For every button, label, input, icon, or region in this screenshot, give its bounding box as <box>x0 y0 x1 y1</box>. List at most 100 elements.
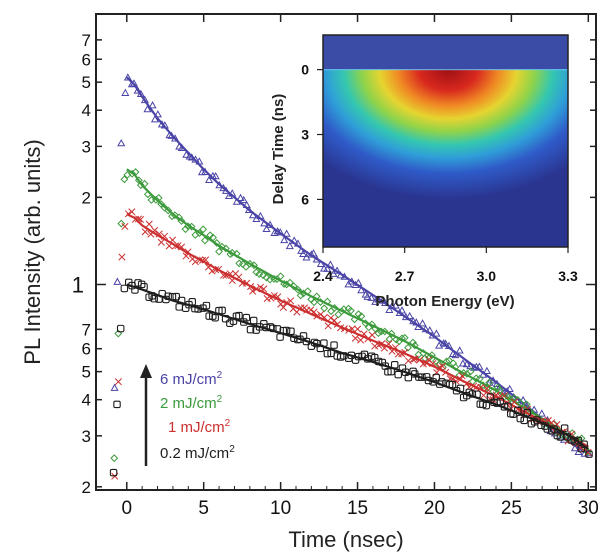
y-tick-label: 6 <box>82 50 91 69</box>
inset-x-axis-title: Photon Energy (eV) <box>375 293 514 310</box>
y-tick-label: 6 <box>82 340 91 359</box>
data-point <box>145 220 153 228</box>
data-point <box>432 373 440 382</box>
data-point <box>310 298 318 307</box>
data-point <box>136 181 145 190</box>
data-point <box>455 346 464 354</box>
inset-y-tick-labels: 0 3 6 <box>301 62 309 208</box>
data-point <box>398 334 406 343</box>
data-point <box>320 304 329 313</box>
series-fit-line <box>126 168 589 448</box>
y-tick-label: 5 <box>82 73 91 92</box>
data-point <box>556 433 565 441</box>
series-fit-line <box>126 76 589 455</box>
data-point <box>480 391 488 399</box>
inset-axis-ticks <box>317 69 569 253</box>
data-point <box>371 353 379 362</box>
data-point <box>385 335 394 343</box>
data-point <box>351 334 359 342</box>
data-point <box>482 401 491 410</box>
x-tick-label: 5 <box>198 498 209 519</box>
data-point <box>346 306 355 315</box>
inset-y-tick-label: 3 <box>301 127 309 143</box>
data-point <box>327 307 335 316</box>
data-point <box>296 291 305 300</box>
data-point <box>116 324 125 333</box>
data-point <box>259 271 267 280</box>
inset-x-tick-label: 3.0 <box>477 268 497 284</box>
series-3 <box>111 208 592 480</box>
data-point <box>262 224 271 232</box>
y-tick-label: 3 <box>82 137 91 156</box>
y-tick-label: 7 <box>82 320 91 339</box>
data-point <box>438 362 447 370</box>
inset-heatmap: 2.4 2.7 3.0 3.3 0 3 6 Photon Energy (eV) Dela… <box>270 34 578 310</box>
inset-y-tick-label: 6 <box>301 191 309 207</box>
data-point <box>466 367 475 376</box>
data-point <box>397 306 407 314</box>
inset-x-tick-label: 2.7 <box>395 268 415 284</box>
x-tick-label: 25 <box>501 498 522 519</box>
data-point <box>299 249 308 258</box>
data-point <box>330 341 338 349</box>
data-point <box>114 329 123 338</box>
data-point <box>110 454 119 463</box>
y-tick-label: 5 <box>82 363 91 382</box>
y-tick-label: 2 <box>82 478 91 497</box>
data-point <box>205 175 214 183</box>
data-point <box>121 88 130 96</box>
data-point <box>191 258 199 266</box>
legend-entry: 0.2 mJ/cm2 <box>160 444 235 462</box>
data-point <box>249 316 258 325</box>
inset-x-tick-label: 3.3 <box>558 268 578 284</box>
data-point <box>418 319 427 327</box>
data-point <box>458 359 467 367</box>
data-point <box>109 468 118 477</box>
main-plot-frame <box>95 13 597 491</box>
data-point <box>123 73 132 81</box>
data-point <box>182 150 191 158</box>
heatmap-emission <box>323 69 568 247</box>
series-1 <box>110 73 593 457</box>
data-point <box>585 450 593 458</box>
series-fit-line <box>126 283 589 450</box>
inset-x-tick-labels: 2.4 2.7 3.0 3.3 <box>313 268 578 284</box>
x-tick-label: 0 <box>121 498 132 519</box>
data-point <box>211 313 219 322</box>
data-point <box>218 306 226 315</box>
data-point <box>334 310 343 319</box>
data-point <box>391 301 400 309</box>
legend-entry: 1 mJ/cm2 <box>168 418 231 436</box>
inset-x-tick-label: 2.4 <box>313 268 333 284</box>
y-tick-label: 3 <box>82 427 91 446</box>
data-point <box>201 236 209 245</box>
data-point <box>242 313 251 322</box>
inset-frame <box>322 34 569 248</box>
data-point <box>458 372 466 380</box>
data-point <box>451 363 460 371</box>
data-point <box>160 203 169 212</box>
data-series-group <box>109 73 593 480</box>
data-point <box>118 253 126 261</box>
data-point <box>137 280 146 289</box>
data-point <box>287 327 295 335</box>
series-2 <box>110 168 592 463</box>
data-point <box>262 273 271 282</box>
data-point <box>323 349 332 358</box>
data-point <box>120 284 129 293</box>
data-point <box>496 397 505 406</box>
data-point <box>202 301 211 310</box>
data-point <box>354 325 362 333</box>
data-point <box>211 171 220 180</box>
data-point <box>327 314 335 322</box>
data-point <box>113 400 121 409</box>
legend-entry: 2 mJ/cm2 <box>160 394 223 412</box>
data-point <box>560 424 569 432</box>
x-tick-label: 15 <box>347 498 368 519</box>
data-point <box>172 292 180 301</box>
data-point <box>553 420 561 429</box>
data-point <box>363 292 372 300</box>
y-axis-title: PL Intensity (arb. units) <box>20 139 45 364</box>
x-axis-title: Time (nsec) <box>288 527 403 552</box>
data-point <box>152 195 160 204</box>
